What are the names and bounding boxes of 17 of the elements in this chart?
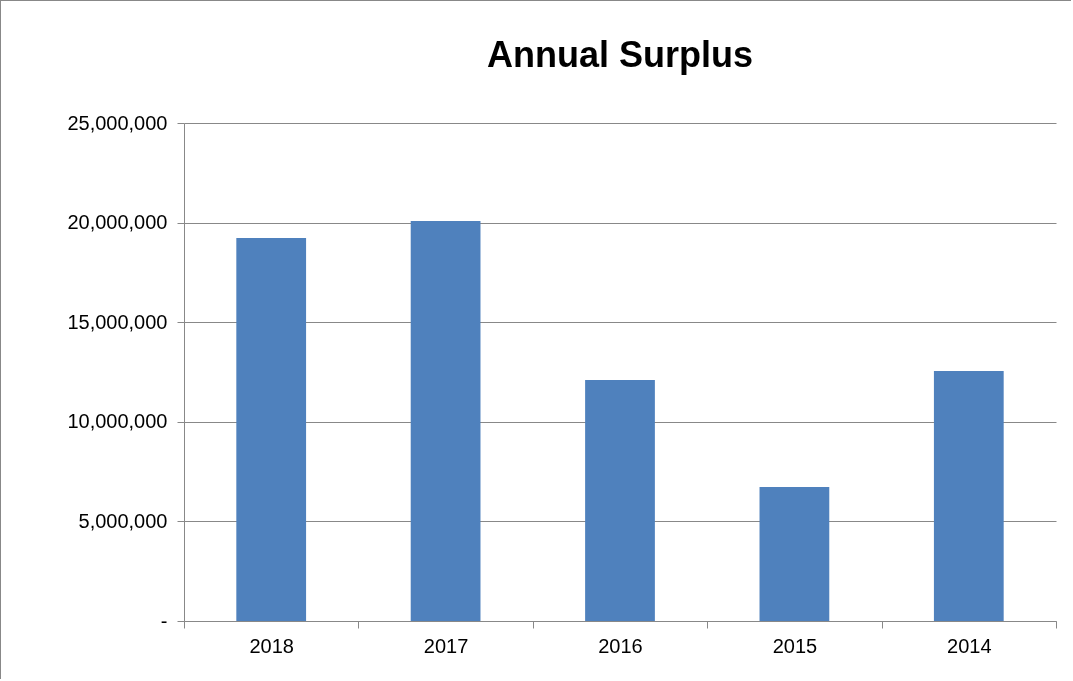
x-tick-label: 2016 bbox=[598, 634, 643, 657]
y-tick-label: - bbox=[160, 609, 168, 632]
bar bbox=[236, 237, 307, 621]
x-tick-label: 2017 bbox=[423, 634, 469, 657]
y-tick-label: 10,000,000 bbox=[67, 410, 168, 433]
chart-title: Annual Surplus bbox=[486, 34, 754, 75]
y-tick-label: 25,000,000 bbox=[67, 111, 168, 134]
x-tick-label: 2015 bbox=[772, 634, 818, 657]
y-tick-label: 20,000,000 bbox=[67, 211, 168, 234]
y-tick-label: 5,000,000 bbox=[78, 509, 168, 532]
bar bbox=[933, 371, 1004, 621]
x-tick-label: 2018 bbox=[249, 634, 294, 657]
x-tick-label: 2014 bbox=[947, 634, 992, 657]
bar bbox=[759, 486, 830, 621]
bar bbox=[585, 379, 655, 621]
bar bbox=[410, 221, 481, 621]
y-tick-label: 15,000,000 bbox=[67, 310, 168, 333]
